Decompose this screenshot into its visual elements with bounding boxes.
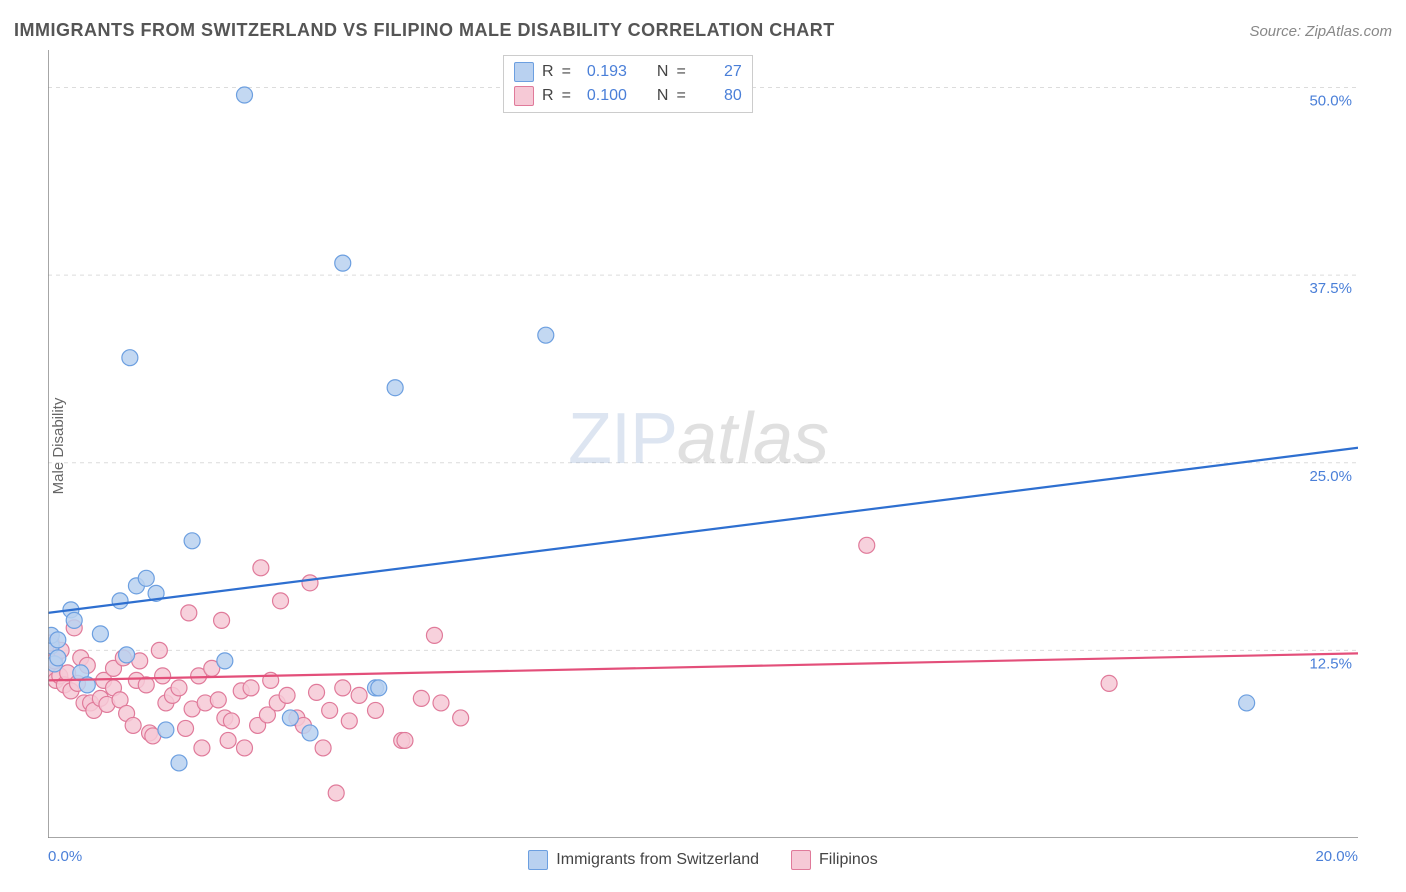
stat-label-n: N xyxy=(657,87,669,105)
source-attribution: Source: ZipAtlas.com xyxy=(1249,23,1392,40)
chart-title: IMMIGRANTS FROM SWITZERLAND VS FILIPINO … xyxy=(14,20,835,41)
stat-equals: = xyxy=(676,63,685,81)
legend-label: Filipinos xyxy=(819,851,878,869)
stats-legend-row: R = 0.100 N = 80 xyxy=(514,84,742,108)
stat-label-r: R xyxy=(542,87,554,105)
legend-swatch xyxy=(528,850,548,870)
legend-label: Immigrants from Switzerland xyxy=(556,851,759,869)
stat-equals: = xyxy=(562,63,571,81)
legend-item: Immigrants from Switzerland xyxy=(528,850,759,870)
legend-swatch xyxy=(514,86,534,106)
title-bar: IMMIGRANTS FROM SWITZERLAND VS FILIPINO … xyxy=(14,20,1392,41)
stat-label-r: R xyxy=(542,63,554,81)
series-legend: Immigrants from Switzerland Filipinos xyxy=(48,850,1358,870)
svg-text:25.0%: 25.0% xyxy=(1309,468,1352,485)
correlation-stats-legend: R = 0.193 N = 27 R = 0.100 N = 80 xyxy=(503,55,753,113)
legend-swatch xyxy=(791,850,811,870)
stat-equals: = xyxy=(676,87,685,105)
scatter-chart-svg: 12.5% 25.0% 37.5% 50.0% xyxy=(48,50,1358,838)
stat-label-n: N xyxy=(657,63,669,81)
stat-n-value: 27 xyxy=(694,63,742,81)
stat-r-value: 0.193 xyxy=(579,63,627,81)
legend-swatch xyxy=(514,62,534,82)
stat-n-value: 80 xyxy=(694,87,742,105)
plot-area: 12.5%25.0%37.5%50.0% ZIPatlas R=0.193N=2… xyxy=(48,50,1358,838)
svg-text:37.5%: 37.5% xyxy=(1309,280,1352,297)
svg-text:50.0%: 50.0% xyxy=(1309,93,1352,110)
stat-equals: = xyxy=(562,87,571,105)
stats-legend-row: R = 0.193 N = 27 xyxy=(514,60,742,84)
svg-text:12.5%: 12.5% xyxy=(1309,655,1352,672)
stat-r-value: 0.100 xyxy=(579,87,627,105)
legend-item: Filipinos xyxy=(791,850,878,870)
